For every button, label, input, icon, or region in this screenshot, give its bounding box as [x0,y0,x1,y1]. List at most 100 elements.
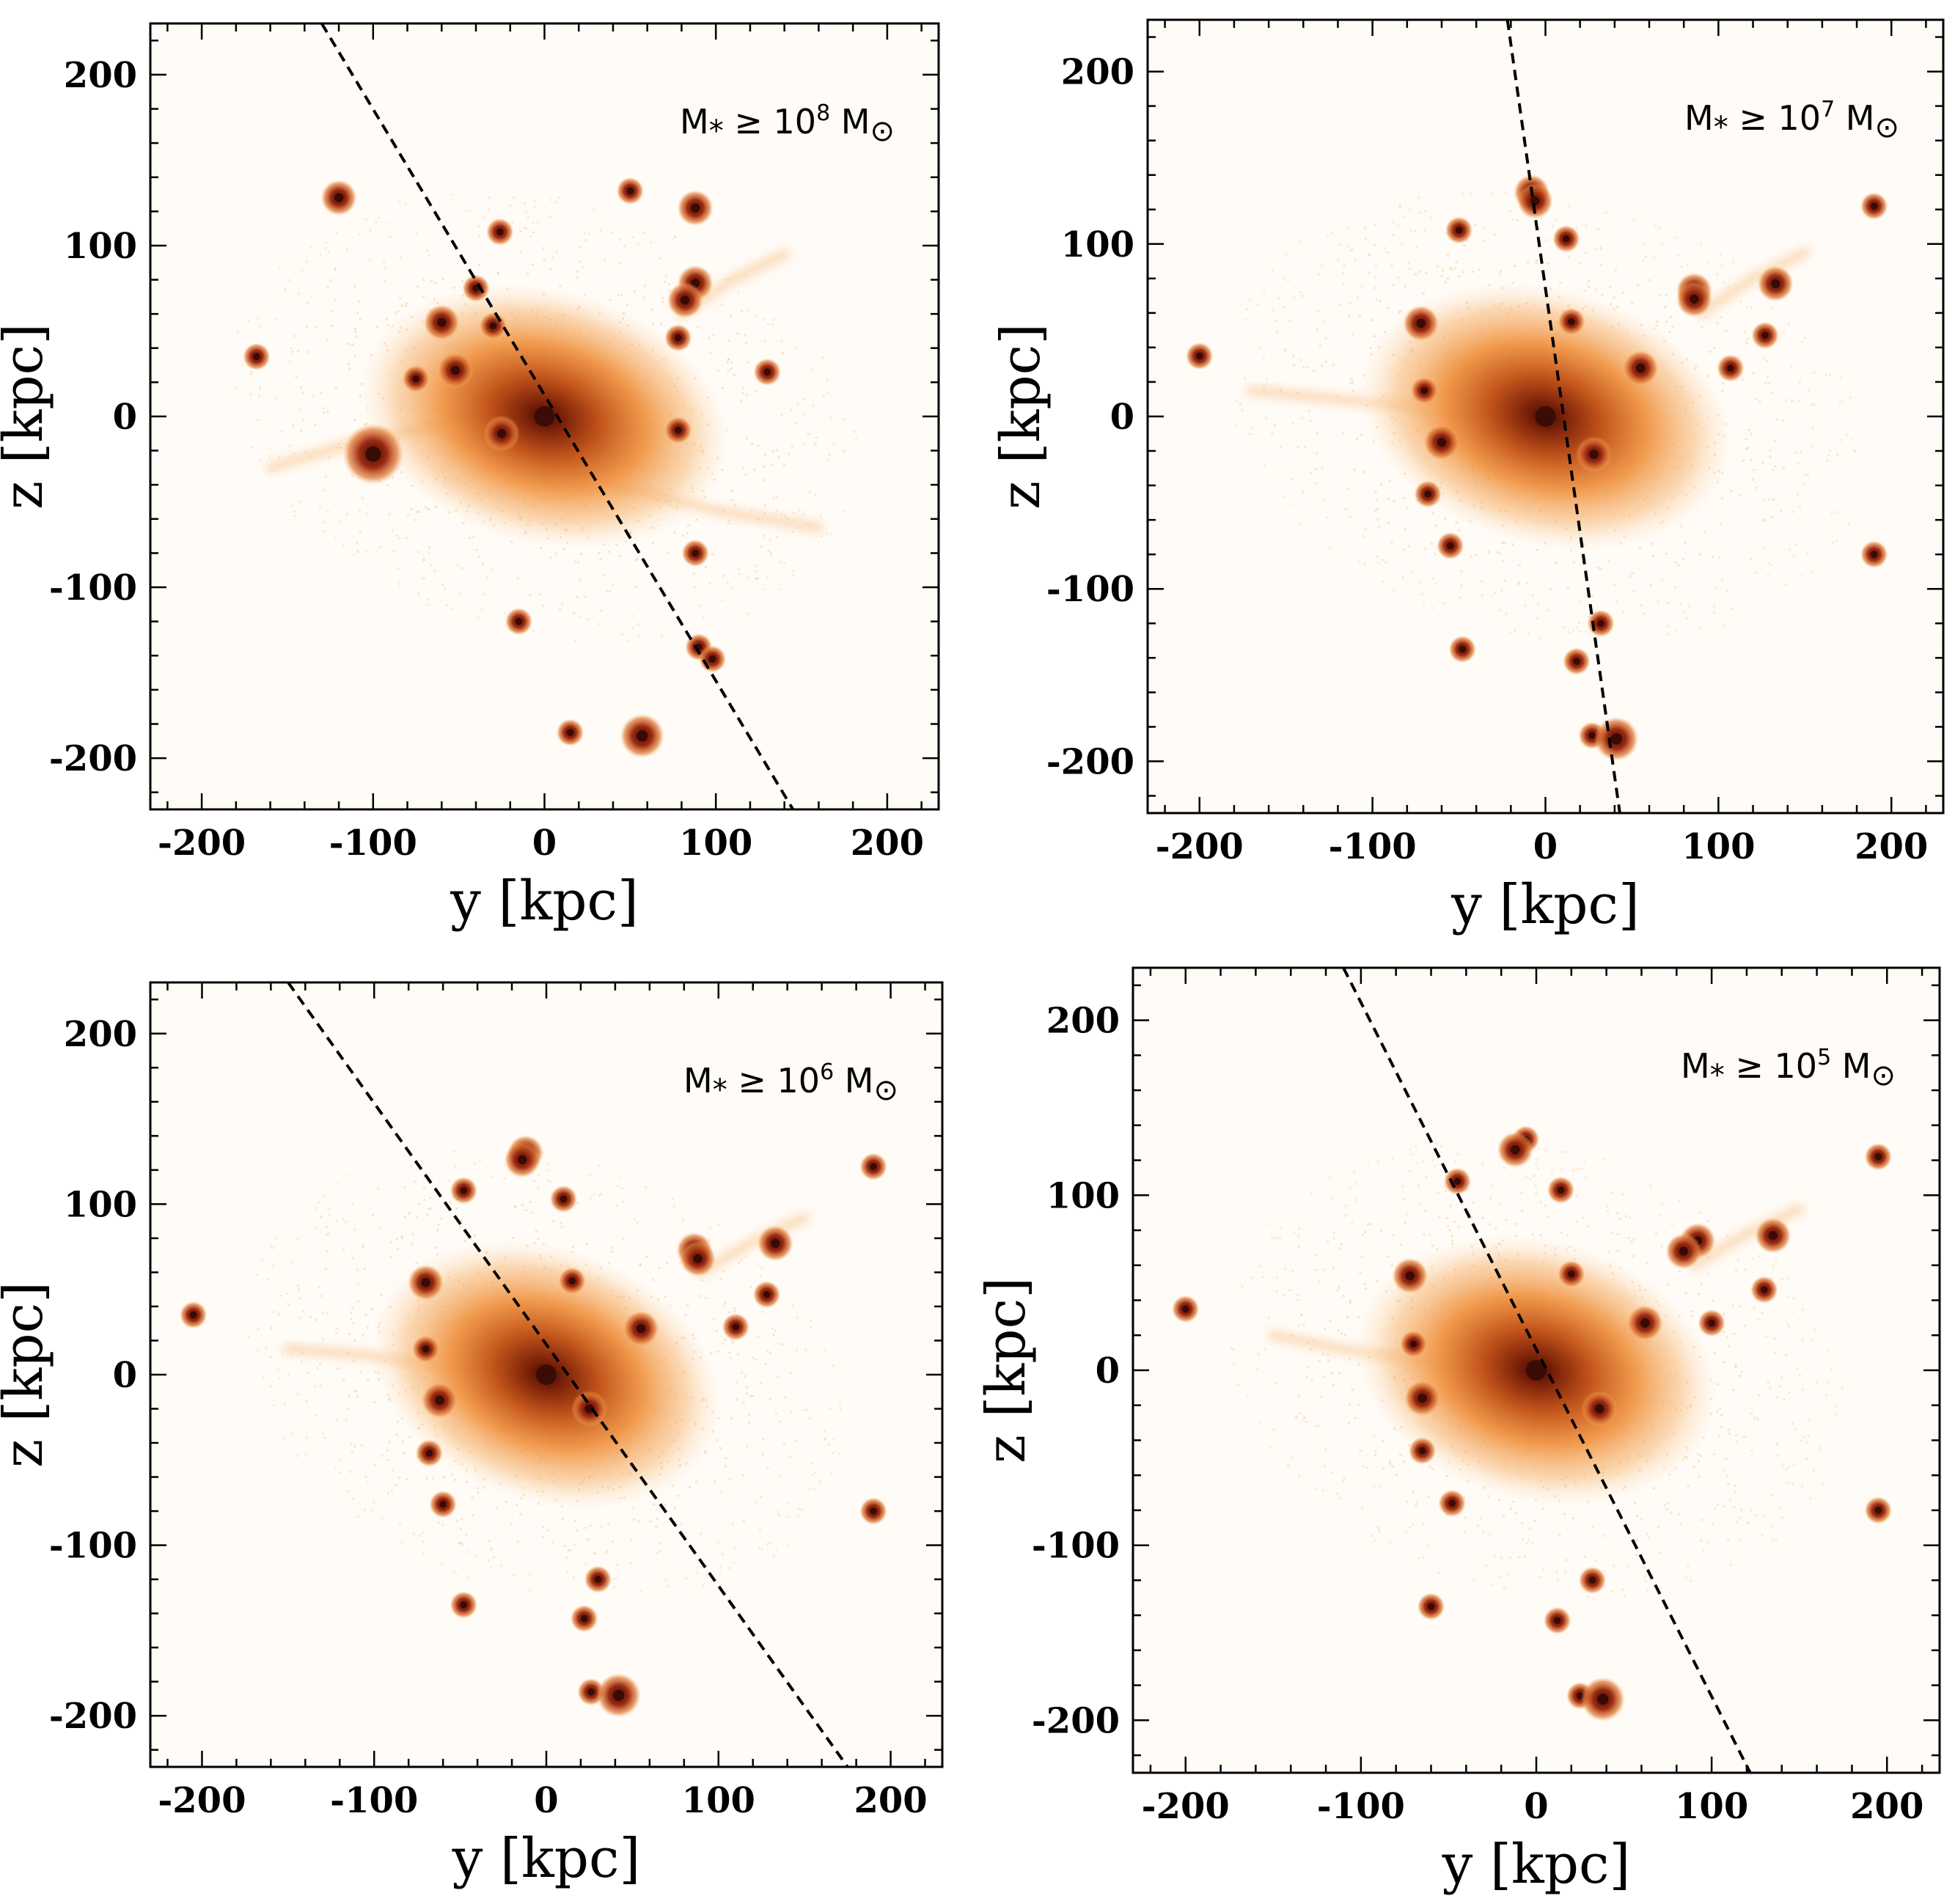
stellar-stream-2 [1689,1204,1805,1271]
x-tick-label: -200 [158,1780,246,1821]
x-tick-label: -100 [330,1780,418,1821]
satellite-17 [664,416,692,444]
satellite-4 [450,1177,478,1205]
satellite-18 [681,539,709,567]
satellite-11 [437,352,474,389]
x-tick-label: 0 [1524,1786,1548,1827]
panels-root: -200 -100 0 100 200 -200 -100 0 100 200 y [kpc] z [… [0,18,1945,1896]
satellite-13 [1622,350,1659,386]
satellite-3 [1860,192,1888,220]
satellite-8 [680,1240,716,1277]
satellite-20 [859,1497,887,1525]
x-tick-label: 200 [851,823,924,864]
y-tick-label: 100 [1061,224,1134,265]
y-tick-label: 0 [1096,1350,1120,1392]
satellite-14 [1698,1309,1725,1337]
satellite-2 [1497,1131,1533,1168]
x-axis-label: y [kpc] [452,1827,641,1890]
x-tick-label: 200 [1850,1786,1923,1827]
x-tick-label: 100 [1681,826,1755,867]
plane-fit-line [287,982,849,1767]
x-axis-label: y [kpc] [450,870,639,933]
x-tick-label: 0 [534,1780,558,1821]
satellite-11 [752,1280,781,1309]
satellite-12 [1172,1295,1200,1323]
satellite-13 [1626,1305,1663,1342]
satellite-2 [1516,183,1553,219]
satellite-20 [1864,1496,1893,1524]
y-tick-label: 100 [1046,1175,1120,1216]
satellite-12 [402,365,430,393]
satellite-10 [479,312,507,340]
x-tick-label: 0 [532,823,557,864]
satellite-17 [1581,1391,1618,1427]
satellite-21 [450,1591,478,1619]
satellite-22 [1578,1566,1607,1595]
satellite-11 [1751,321,1779,350]
satellite-5 [1552,225,1580,253]
satellite-6 [1755,1217,1791,1254]
y-tick-label: 0 [113,1355,137,1396]
y-tick-label: 200 [1061,52,1134,93]
satellite-16 [1404,1380,1441,1416]
satellite-19 [1437,532,1464,560]
satellite-17 [571,1391,608,1427]
satellite-21 [1417,1592,1445,1620]
satellite-8 [243,342,271,371]
satellite-23 [1543,1606,1571,1635]
axis-ticks [1148,20,1943,813]
x-tick-label: -100 [329,823,417,864]
axis-ticks [1133,968,1940,1773]
x-tick-label: -200 [1142,1786,1230,1827]
y-tick-label: -100 [1046,569,1134,610]
y-tick-label: 0 [1110,397,1134,438]
satellite-13 [623,1310,659,1347]
x-tick-label: -200 [158,823,246,864]
y-axis-label: z [kpc] [989,323,1052,510]
mass-threshold-label: M* ≥ 108 M⊙ [680,100,895,148]
satellite-15 [411,1335,440,1363]
satellite-3 [1864,1143,1893,1171]
axis-ticks [150,23,939,809]
satellite-8 [1665,1233,1702,1270]
satellite-22 [584,1565,612,1593]
y-tick-label: -200 [1046,741,1134,782]
satellite-4 [1443,1167,1472,1195]
panel-bottom-left: -200 -100 0 100 200 -200 -100 0 100 200 y [kpc] z [… [0,981,944,1890]
satellite-9 [423,304,460,341]
satellite-6 [667,282,703,319]
satellite-23 [570,1604,598,1633]
satellite-18 [1408,1437,1437,1465]
satellite-23 [1563,647,1591,675]
plane-fit-line [1342,968,1752,1773]
x-tick-label: 200 [1855,826,1928,867]
satellite-8 [1676,281,1712,317]
plot-content [179,982,887,1767]
y-tick-label: 100 [64,226,137,267]
x-tick-label: 200 [854,1780,927,1821]
satellite-2 [504,1142,540,1178]
y-tick-label: 200 [64,55,137,96]
satellite-15 [1399,1330,1428,1358]
y-tick-label: -200 [1032,1700,1120,1741]
y-tick-label: -200 [49,1696,137,1737]
satellite-3 [616,177,645,205]
satellite-21 [1448,635,1477,664]
satellite-4 [1445,216,1473,244]
plot-content [235,23,858,809]
y-tick-label: 0 [113,397,137,438]
x-axis-label: y [kpc] [1442,1833,1631,1896]
y-tick-label: -100 [49,1526,137,1567]
satellite-19 [1438,1489,1466,1518]
galaxy-core [534,406,555,427]
y-tick-label: -200 [49,738,137,779]
satellite-9 [408,1264,444,1301]
satellite-20 [1860,540,1888,568]
satellite-6 [757,1225,793,1262]
x-tick-label: -200 [1156,826,1244,867]
satellite-25 [596,1673,641,1718]
x-tick-label: 100 [1675,1786,1748,1827]
satellite-22 [556,718,584,746]
satellite-9 [1392,1257,1428,1294]
